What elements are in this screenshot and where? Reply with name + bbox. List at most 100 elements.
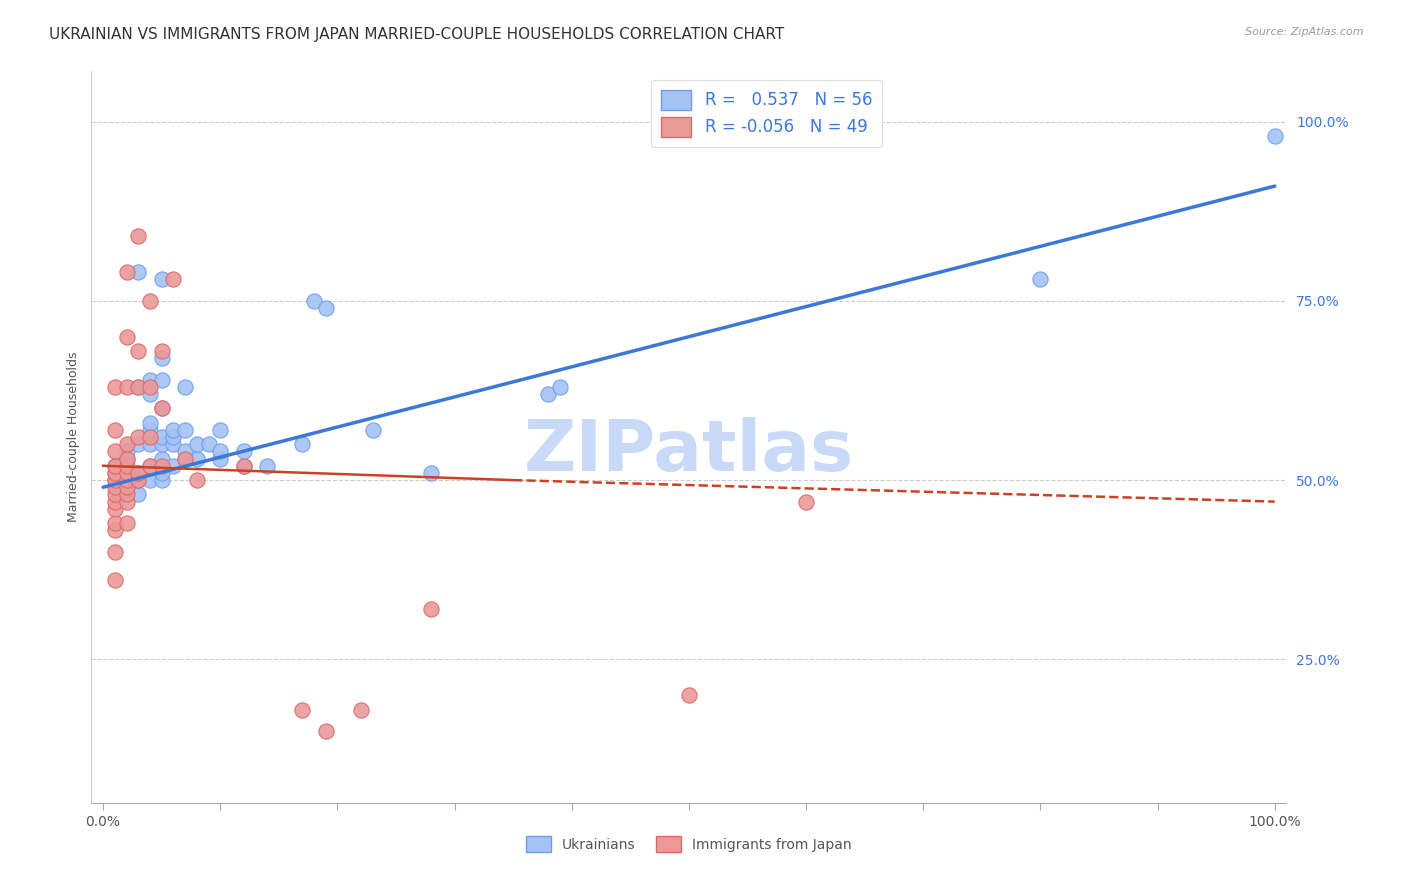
Point bbox=[150, 437, 173, 451]
Point bbox=[150, 466, 173, 480]
Point bbox=[127, 437, 149, 451]
Point bbox=[104, 473, 127, 487]
Point bbox=[115, 473, 138, 487]
Point bbox=[174, 423, 197, 437]
Point bbox=[104, 423, 127, 437]
Point bbox=[127, 380, 149, 394]
Point bbox=[162, 423, 184, 437]
Point bbox=[150, 473, 173, 487]
Point bbox=[150, 451, 173, 466]
Point bbox=[127, 344, 149, 359]
Point bbox=[139, 416, 162, 430]
Point bbox=[186, 473, 208, 487]
Point bbox=[139, 458, 162, 473]
Point bbox=[794, 494, 817, 508]
Point bbox=[420, 602, 443, 616]
Point bbox=[174, 451, 197, 466]
Point bbox=[139, 423, 162, 437]
Point bbox=[209, 444, 232, 458]
Point bbox=[139, 430, 162, 444]
Point bbox=[162, 437, 184, 451]
Point bbox=[315, 301, 337, 315]
Point bbox=[127, 466, 149, 480]
Point bbox=[232, 458, 254, 473]
Point bbox=[139, 473, 162, 487]
Point bbox=[209, 451, 232, 466]
Point bbox=[104, 466, 127, 480]
Point bbox=[150, 344, 173, 359]
Point bbox=[537, 387, 560, 401]
Point bbox=[150, 430, 173, 444]
Point bbox=[127, 473, 149, 487]
Point bbox=[104, 473, 127, 487]
Point bbox=[548, 380, 571, 394]
Point bbox=[350, 702, 373, 716]
Point bbox=[127, 430, 149, 444]
Point bbox=[162, 430, 184, 444]
Point bbox=[115, 444, 138, 458]
Point bbox=[127, 466, 149, 480]
Point bbox=[162, 272, 184, 286]
Point bbox=[1264, 128, 1286, 143]
Point bbox=[115, 466, 138, 480]
Point bbox=[291, 702, 314, 716]
Point bbox=[104, 574, 127, 588]
Point bbox=[139, 293, 162, 308]
Point bbox=[115, 451, 138, 466]
Text: UKRAINIAN VS IMMIGRANTS FROM JAPAN MARRIED-COUPLE HOUSEHOLDS CORRELATION CHART: UKRAINIAN VS IMMIGRANTS FROM JAPAN MARRI… bbox=[49, 27, 785, 42]
Text: Source: ZipAtlas.com: Source: ZipAtlas.com bbox=[1246, 27, 1364, 37]
Point bbox=[150, 401, 173, 416]
Legend: Ukrainians, Immigrants from Japan: Ukrainians, Immigrants from Japan bbox=[520, 830, 858, 858]
Point bbox=[104, 524, 127, 538]
Point bbox=[232, 444, 254, 458]
Point bbox=[115, 458, 138, 473]
Point bbox=[104, 458, 127, 473]
Point bbox=[115, 466, 138, 480]
Point bbox=[139, 458, 162, 473]
Point bbox=[150, 458, 173, 473]
Point bbox=[127, 265, 149, 279]
Point bbox=[104, 380, 127, 394]
Point bbox=[315, 724, 337, 739]
Point bbox=[115, 451, 138, 466]
Point bbox=[209, 423, 232, 437]
Point bbox=[104, 545, 127, 559]
Point bbox=[104, 516, 127, 530]
Point bbox=[150, 401, 173, 416]
Point bbox=[127, 473, 149, 487]
Point bbox=[174, 380, 197, 394]
Point bbox=[115, 265, 138, 279]
Point bbox=[174, 444, 197, 458]
Point bbox=[197, 437, 219, 451]
Point bbox=[139, 380, 162, 394]
Point bbox=[115, 329, 138, 343]
Point bbox=[186, 451, 208, 466]
Text: ZIPatlas: ZIPatlas bbox=[524, 417, 853, 486]
Point bbox=[162, 458, 184, 473]
Point bbox=[420, 466, 443, 480]
Point bbox=[678, 688, 700, 702]
Point bbox=[150, 373, 173, 387]
Point bbox=[115, 516, 138, 530]
Point bbox=[115, 494, 138, 508]
Point bbox=[104, 487, 127, 501]
Point bbox=[104, 466, 127, 480]
Point bbox=[139, 373, 162, 387]
Point bbox=[174, 451, 197, 466]
Point bbox=[104, 501, 127, 516]
Point bbox=[115, 480, 138, 494]
Point bbox=[115, 380, 138, 394]
Point bbox=[104, 444, 127, 458]
Point bbox=[186, 437, 208, 451]
Point bbox=[115, 437, 138, 451]
Point bbox=[139, 437, 162, 451]
Point bbox=[232, 458, 254, 473]
Point bbox=[104, 458, 127, 473]
Point bbox=[104, 480, 127, 494]
Point bbox=[256, 458, 278, 473]
Point bbox=[291, 437, 314, 451]
Point bbox=[115, 473, 138, 487]
Point bbox=[139, 387, 162, 401]
Y-axis label: Married-couple Households: Married-couple Households bbox=[67, 351, 80, 523]
Point bbox=[150, 272, 173, 286]
